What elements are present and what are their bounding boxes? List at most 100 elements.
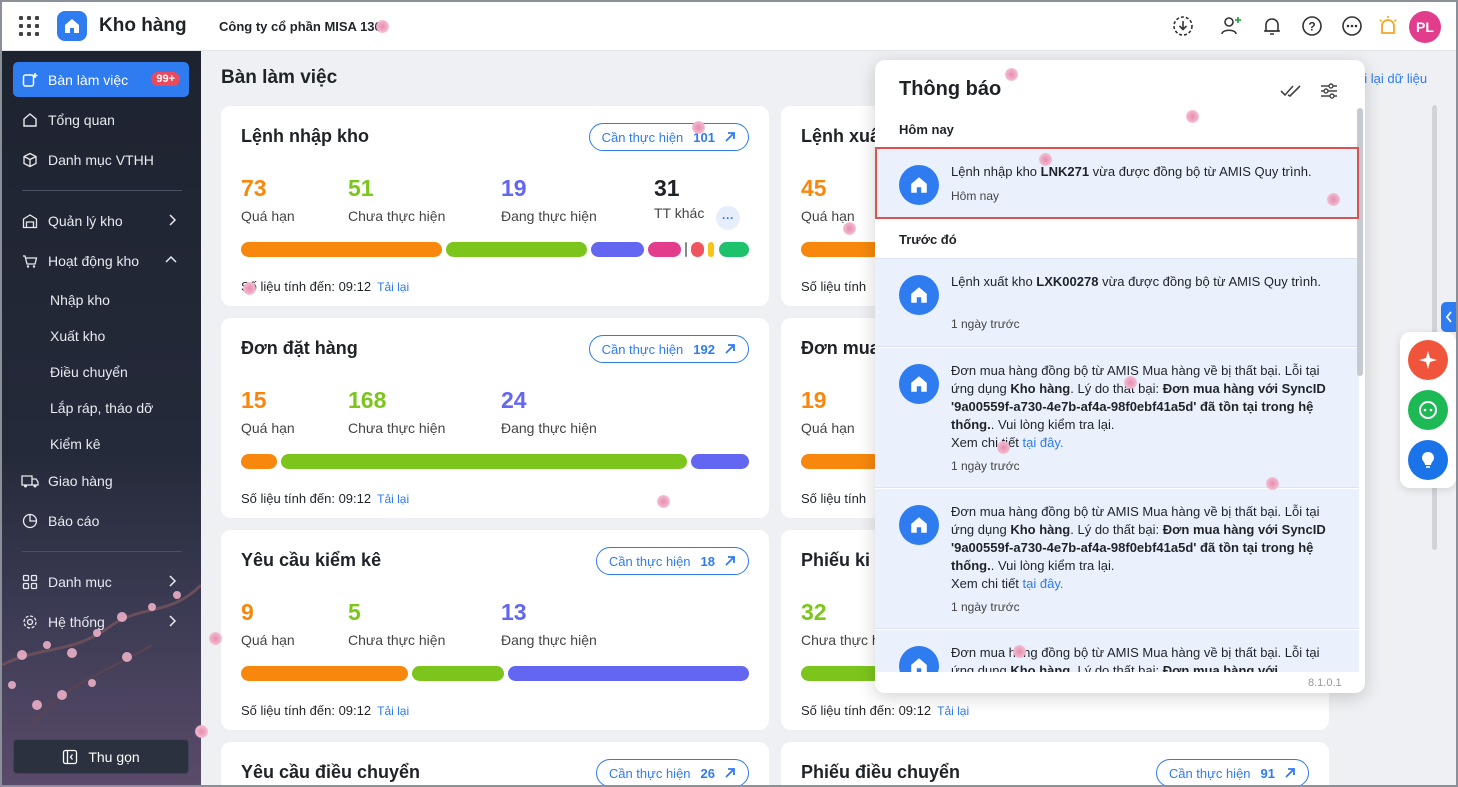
todo-button[interactable]: Cần thực hiện 18 <box>595 547 749 575</box>
notification-panel: Thông báo Hôm nay Lệnh nhập kho LNK271 v… <box>875 60 1365 693</box>
sidebar-item-materials[interactable]: Danh mục VTHH <box>13 142 189 177</box>
download-icon[interactable] <box>1171 14 1195 38</box>
truck-icon <box>21 252 39 270</box>
top-bar: Kho hàng Công ty cổ phần MISA 136 ? PL <box>0 0 1458 51</box>
stat-overdue[interactable]: 45 Quá hạn <box>801 175 855 224</box>
stat-not-started[interactable]: 5 Chưa thực hiện <box>348 599 446 648</box>
reload-link[interactable]: Tải lại <box>377 704 410 718</box>
mark-all-read-icon[interactable] <box>1280 80 1302 102</box>
sidebar-subitem-inventory-check[interactable]: Kiểm kê <box>50 436 101 452</box>
reload-link[interactable]: Tải lại <box>937 704 970 718</box>
todo-button[interactable]: Cần thực hiện 192 <box>588 335 749 363</box>
other-bar-1[interactable] <box>648 242 681 257</box>
divider <box>875 258 1359 259</box>
in-progress-bar[interactable] <box>691 454 749 469</box>
sidebar-item-workspace[interactable]: Bàn làm việc 99+ <box>13 62 189 97</box>
notification-item[interactable]: Đơn mua hàng đồng bộ từ AMIS Mua hàng về… <box>875 630 1359 672</box>
overdue-bar[interactable] <box>801 454 881 469</box>
card-title: Phiếu ki <box>801 550 871 570</box>
notification-item[interactable]: Đơn mua hàng đồng bộ từ AMIS Mua hàng về… <box>875 489 1359 629</box>
card-title: Yêu cầu điều chuyển <box>241 762 421 782</box>
more-icon[interactable] <box>1340 14 1364 38</box>
petal-decoration <box>1124 376 1137 389</box>
stat-overdue[interactable]: 19 Quá hạn <box>801 387 855 436</box>
app-logo-icon <box>899 165 939 205</box>
stat-other[interactable]: 31 TT khác <box>654 175 705 221</box>
stat-overdue[interactable]: 15 Quá hạn <box>241 387 295 436</box>
card-title: Đơn đặt hàng <box>241 338 358 358</box>
petal-decoration <box>1005 68 1018 81</box>
sidebar-subitem-transfer[interactable]: Điều chuyển <box>50 364 128 380</box>
avatar[interactable]: PL <box>1409 11 1441 43</box>
sidebar-item-catalog[interactable]: Danh mục <box>13 564 189 599</box>
todo-button[interactable]: Cần thực hiện 26 <box>595 759 749 787</box>
bell-icon[interactable] <box>1260 14 1284 38</box>
collapse-sidebar-button[interactable]: Thu gọn <box>13 739 189 774</box>
reload-link[interactable]: Tải lại <box>377 280 410 294</box>
company-name[interactable]: Công ty cổ phần MISA 136 <box>219 19 382 34</box>
overdue-bar[interactable] <box>801 242 881 257</box>
other-bar-4[interactable] <box>708 242 714 257</box>
notification-time: Hôm nay <box>951 189 1000 203</box>
reload-link[interactable]: Tải lại <box>377 492 410 506</box>
stat-not-started[interactable]: 32 Chưa thực h <box>801 599 880 648</box>
not-started-bar[interactable] <box>281 454 687 469</box>
notification-item[interactable]: Lệnh nhập kho LNK271 vừa được đồng bộ từ… <box>875 149 1359 219</box>
stat-overdue[interactable]: 9 Quá hạn <box>241 599 295 648</box>
stat-in-progress[interactable]: 19 Đang thực hiện <box>501 175 597 224</box>
sidebar-item-overview[interactable]: Tổng quan <box>13 102 189 137</box>
not-started-bar[interactable] <box>412 666 504 681</box>
other-bar-3[interactable] <box>691 242 704 257</box>
detail-link[interactable]: tại đây. <box>1022 576 1064 591</box>
todo-button[interactable]: Cần thực hiện 101 <box>588 123 749 151</box>
sidebar-subitem-export[interactable]: Xuất kho <box>50 328 106 344</box>
expand-panel-tab[interactable] <box>1441 302 1456 332</box>
data-as-of: Số liệu tính đến: 09:12 Tải lại <box>241 703 410 718</box>
notification-item[interactable]: Lệnh xuất kho LXK00278 vừa được đồng bộ … <box>875 259 1359 347</box>
sidebar-item-system[interactable]: Hệ thống <box>13 604 189 639</box>
notification-scrollbar[interactable] <box>1357 108 1363 376</box>
reload-data-link[interactable]: ải lại dữ liệu <box>1357 71 1428 86</box>
chat-button[interactable] <box>1408 390 1448 430</box>
other-bar-5[interactable] <box>719 242 749 257</box>
overdue-bar[interactable] <box>241 666 408 681</box>
stat-not-started[interactable]: 51 Chưa thực hiện <box>348 175 446 224</box>
ideas-button[interactable] <box>1408 440 1448 480</box>
help-icon[interactable]: ? <box>1300 14 1324 38</box>
in-progress-bar[interactable] <box>508 666 749 681</box>
other-bar-2[interactable] <box>685 242 687 257</box>
sidebar-item-delivery[interactable]: Giao hàng <box>13 463 189 498</box>
notification-text: Lệnh nhập kho LNK271 vừa được đồng bộ từ… <box>951 164 1312 179</box>
add-user-icon[interactable] <box>1219 14 1243 38</box>
stat-overdue[interactable]: 73 Quá hạn <box>241 175 295 224</box>
card-inventory-requests: Yêu cầu kiểm kê Cần thực hiện 18 9 Quá hạn… <box>221 530 769 730</box>
petal-decoration <box>657 495 670 508</box>
card-title: Đơn mua <box>801 338 880 358</box>
sidebar-item-reports[interactable]: Báo cáo <box>13 503 189 538</box>
stat-not-started[interactable]: 168 Chưa thực hiện <box>348 387 446 436</box>
sidebar-subitem-assembly[interactable]: Lắp ráp, tháo dỡ <box>50 400 154 416</box>
settings-sliders-icon[interactable] <box>1318 80 1340 102</box>
in-progress-bar[interactable] <box>591 242 644 257</box>
main-scrollbar[interactable] <box>1432 105 1437 550</box>
sidebar-item-warehouse-mgmt[interactable]: Quản lý kho <box>13 203 189 238</box>
notification-item[interactable]: Đơn mua hàng đồng bộ từ AMIS Mua hàng về… <box>875 348 1359 488</box>
overdue-bar[interactable] <box>241 454 277 469</box>
app-launcher-icon[interactable] <box>19 16 39 36</box>
stat-in-progress[interactable]: 24 Đang thực hiện <box>501 387 597 436</box>
arrow-up-right-icon <box>724 767 736 779</box>
stat-in-progress[interactable]: 13 Đang thực hiện <box>501 599 597 648</box>
sidebar-item-warehouse-activity[interactable]: Hoạt động kho <box>13 243 189 278</box>
lamp-icon[interactable] <box>1376 14 1400 38</box>
more-options-button[interactable]: ··· <box>716 206 740 230</box>
not-started-bar[interactable] <box>446 242 587 257</box>
sidebar-item-label: Tổng quan <box>48 111 115 128</box>
overdue-bar[interactable] <box>241 242 442 257</box>
todo-button[interactable]: Cần thực hiện 91 <box>1155 759 1309 787</box>
sidebar-subitem-import[interactable]: Nhập kho <box>50 292 110 308</box>
detail-link[interactable]: tại đây. <box>1022 435 1064 450</box>
not-started-bar[interactable] <box>801 666 881 681</box>
notification-text: Đơn mua hàng đồng bộ từ AMIS Mua hàng về… <box>951 363 1326 450</box>
petal-decoration <box>209 632 222 645</box>
ai-assistant-button[interactable] <box>1408 340 1448 380</box>
